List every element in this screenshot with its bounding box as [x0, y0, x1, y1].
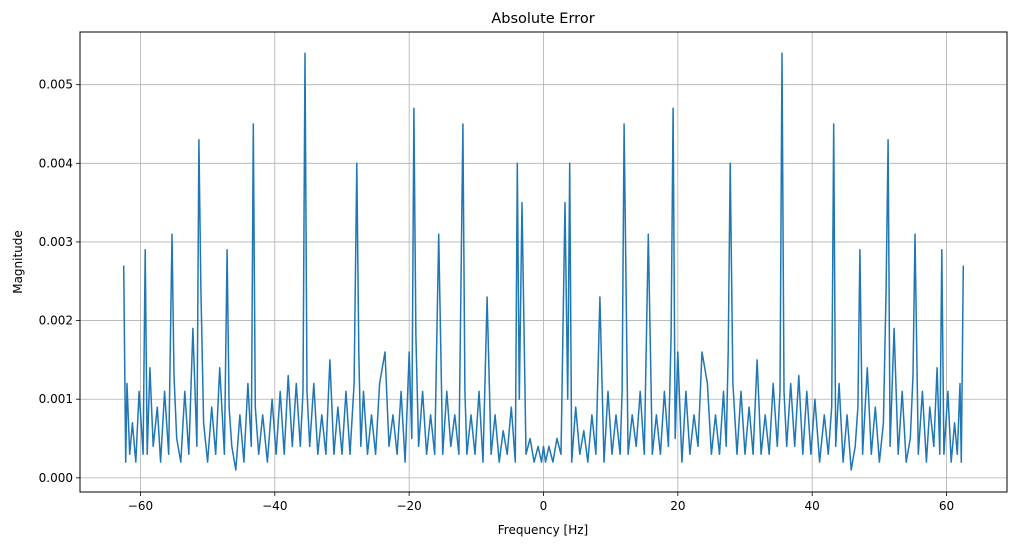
- grid-lines: [80, 32, 1007, 492]
- chart-title: Absolute Error: [491, 11, 594, 27]
- x-axis-label: Frequency [Hz]: [498, 523, 589, 537]
- y-tick-label: 0.004: [39, 156, 73, 170]
- y-tick-label: 0.001: [39, 392, 73, 406]
- x-axis: −60 −40 −20 0 20 40 60: [128, 492, 954, 513]
- x-tick-label: −60: [128, 499, 153, 513]
- series-line-1: [122, 52, 965, 471]
- y-tick-label: 0.002: [39, 314, 73, 328]
- y-tick-label: 0.000: [39, 471, 73, 485]
- y-tick-label: 0.005: [39, 78, 73, 92]
- plot-area: [122, 52, 965, 471]
- y-tick-label: 0.003: [39, 235, 73, 249]
- x-tick-label: 60: [939, 499, 954, 513]
- x-tick-label: −40: [262, 499, 287, 513]
- x-tick-label: 20: [670, 499, 685, 513]
- x-tick-label: 40: [805, 499, 820, 513]
- x-tick-label: 0: [540, 499, 548, 513]
- x-tick-label: −20: [396, 499, 421, 513]
- y-axis: 0.000 0.001 0.002 0.003 0.004 0.005: [39, 78, 80, 485]
- y-axis-label: Magnitude: [11, 230, 25, 294]
